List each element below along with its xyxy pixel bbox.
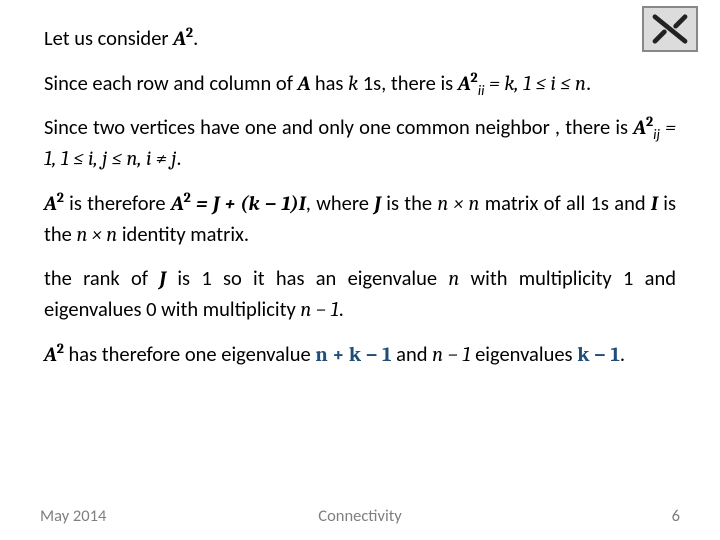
- text: is 1 so it has an eigenvalue: [166, 265, 448, 291]
- footer-page-number: 6: [672, 506, 680, 526]
- text: .: [176, 145, 181, 171]
- paragraph-6: A2 has therefore one eigenvalue n + k − …: [44, 340, 676, 371]
- text: Let us consider: [44, 25, 173, 51]
- math-J: J: [374, 193, 381, 216]
- paragraph-3: Since two vertices have one and only one…: [44, 113, 676, 174]
- math-sup: 2: [470, 69, 477, 86]
- math-A2: A: [44, 344, 57, 367]
- text: Since two vertices have one and only one…: [44, 114, 633, 140]
- text: .: [339, 296, 344, 322]
- text: eigenvalues: [470, 341, 577, 367]
- text: .: [586, 70, 591, 96]
- text: has: [310, 70, 348, 96]
- slide-footer: May 2014 Connectivity 6: [0, 506, 720, 526]
- math-sup: 2: [57, 340, 64, 357]
- text: Since each row and column of: [44, 70, 298, 96]
- text: is the: [381, 190, 437, 216]
- paragraph-5: the rank of J is 1 so it has an eigenval…: [44, 264, 676, 325]
- text: 1s, there is: [358, 70, 458, 96]
- text: is therefore: [64, 190, 171, 216]
- math-sup: 2: [57, 189, 64, 206]
- math-nxn: n × n: [437, 193, 479, 216]
- text: .: [193, 25, 198, 51]
- math-A: A: [173, 28, 186, 51]
- math-n: n: [448, 268, 459, 291]
- text: .: [620, 341, 625, 367]
- math-nminus1: n − 1: [300, 299, 338, 322]
- footer-title: Connectivity: [318, 506, 401, 526]
- text: has therefore one eigenvalue: [64, 341, 315, 367]
- paragraph-1: Let us consider A2.: [44, 24, 676, 55]
- math-I: I: [651, 193, 658, 216]
- math-A: A: [298, 73, 311, 96]
- text: identity matrix.: [117, 221, 249, 247]
- math-sup: 2: [184, 189, 191, 206]
- math-A2: A: [633, 117, 646, 140]
- math-A2: A: [171, 193, 184, 216]
- aleph-icon: [651, 13, 689, 45]
- institution-logo: [642, 6, 698, 52]
- paragraph-4: A2 is therefore A2 = J + (k − 1)I, where…: [44, 189, 676, 250]
- paragraph-2: Since each row and column of A has k 1s,…: [44, 69, 676, 100]
- text: matrix of all 1s and: [479, 190, 650, 216]
- text: , where: [306, 190, 374, 216]
- math-A2: A: [458, 73, 471, 96]
- eigenvalue-1: n + k − 1: [315, 344, 391, 367]
- math-nxn: n × n: [76, 224, 117, 247]
- text: the rank of: [44, 265, 159, 291]
- math-eq: = k, 1 ≤ i ≤ n: [484, 73, 586, 96]
- math-k: k: [348, 73, 358, 96]
- math-sup: 2: [186, 24, 193, 41]
- math-sub: ij: [653, 126, 660, 144]
- slide-body: Let us consider A2. Since each row and c…: [0, 0, 720, 540]
- math-A2: A: [44, 193, 57, 216]
- eigenvalue-2: k − 1: [577, 344, 620, 367]
- math-nminus1: n − 1: [432, 344, 470, 367]
- footer-date: May 2014: [40, 506, 106, 526]
- text: and: [392, 341, 433, 367]
- math-eq: = J + (k − 1)I: [191, 193, 306, 216]
